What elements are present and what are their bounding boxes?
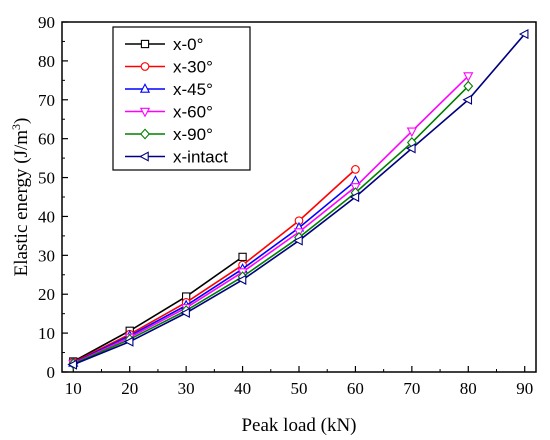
legend-marker bbox=[140, 62, 150, 71]
x-axis-title: Peak load (kN) bbox=[241, 415, 356, 436]
x-tick-label: 50 bbox=[291, 379, 308, 398]
y-tick-label: 30 bbox=[38, 246, 55, 265]
data-point bbox=[351, 165, 360, 174]
series-6 bbox=[67, 28, 529, 370]
data-point bbox=[349, 191, 360, 203]
y-tick-label: 80 bbox=[38, 52, 55, 71]
legend-item: x-30° bbox=[125, 58, 213, 77]
series-line bbox=[72, 75, 469, 365]
y-tick-label: 50 bbox=[38, 169, 55, 188]
legend-marker bbox=[139, 151, 149, 162]
series-line bbox=[72, 168, 356, 363]
y-tick-label: 90 bbox=[38, 13, 55, 32]
data-point bbox=[463, 80, 474, 92]
series-2 bbox=[68, 165, 360, 367]
legend-marker bbox=[140, 39, 150, 49]
x-tick-label: 70 bbox=[403, 379, 420, 398]
y-tick-label: 20 bbox=[38, 285, 55, 304]
legend-marker bbox=[139, 83, 151, 93]
y-tick-label: 10 bbox=[38, 324, 55, 343]
y-tick-label: 70 bbox=[38, 91, 55, 110]
legend-label: x-30° bbox=[173, 58, 213, 77]
data-point bbox=[236, 274, 247, 285]
x-tick-label: 10 bbox=[65, 379, 82, 398]
legend: x-0° x-30° x-45° x-60° x-90° x-intact bbox=[112, 26, 251, 171]
legend-item: x-60° bbox=[125, 103, 213, 122]
plot-frame bbox=[61, 21, 537, 373]
series-line bbox=[72, 256, 244, 363]
legend-label: x-45° bbox=[173, 80, 213, 99]
x-tick-label: 30 bbox=[178, 379, 195, 398]
y-axis-title-superscript: 3 bbox=[9, 124, 23, 130]
series-layer bbox=[67, 28, 529, 370]
data-point bbox=[406, 127, 417, 138]
axis-ticks: 10 20 30 40 50 60 70 80 90 0 10 20 30 40 50 60 70 80 90 bbox=[38, 13, 533, 398]
legend-marker bbox=[140, 128, 150, 140]
series-line bbox=[72, 180, 356, 364]
data-point bbox=[462, 94, 473, 105]
y-tick-label: 0 bbox=[47, 363, 56, 382]
legend-item: x-45° bbox=[125, 80, 213, 99]
data-point bbox=[293, 235, 303, 246]
data-point bbox=[518, 28, 529, 40]
data-point bbox=[123, 336, 134, 347]
series-line bbox=[72, 85, 469, 365]
legend-marker bbox=[139, 107, 151, 118]
data-point bbox=[463, 72, 474, 82]
y-axis-title-main: Elastic energy (J/m bbox=[11, 130, 32, 277]
legend-box bbox=[112, 26, 251, 171]
legend-label: x-60° bbox=[173, 103, 213, 122]
y-tick-label: 40 bbox=[38, 207, 55, 226]
x-tick-label: 20 bbox=[121, 379, 138, 398]
x-tick-label: 60 bbox=[347, 379, 364, 398]
data-point bbox=[180, 307, 190, 319]
y-axis-title-close: ) bbox=[11, 118, 32, 124]
legend-item: x-0° bbox=[125, 35, 203, 54]
data-point bbox=[67, 359, 78, 370]
y-axis-title: Elastic energy (J/m3) bbox=[9, 118, 32, 277]
data-point bbox=[238, 252, 247, 262]
legend-item: x-intact bbox=[125, 148, 228, 167]
legend-label: x-90° bbox=[173, 125, 213, 144]
data-point bbox=[405, 143, 416, 154]
legend-item: x-90° bbox=[125, 125, 213, 144]
x-tick-label: 80 bbox=[460, 379, 477, 398]
x-tick-label: 90 bbox=[516, 379, 533, 398]
series-1 bbox=[69, 252, 247, 366]
x-tick-label: 40 bbox=[234, 379, 251, 398]
y-tick-label: 60 bbox=[38, 130, 55, 149]
legend-label: x-0° bbox=[173, 35, 203, 54]
legend-label: x-intact bbox=[173, 148, 228, 167]
